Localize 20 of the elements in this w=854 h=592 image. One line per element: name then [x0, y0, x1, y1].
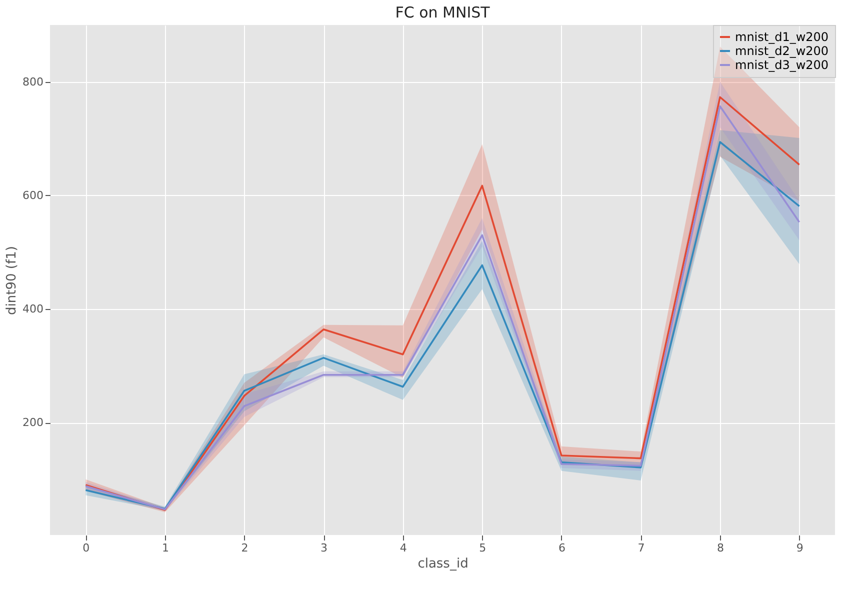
x-tick-label: 8 — [717, 542, 724, 554]
x-tick-label: 0 — [82, 542, 90, 554]
legend-label: mnist_d3_w200 — [735, 58, 829, 72]
x-tick-label: 6 — [558, 542, 566, 554]
x-axis-title: class_id — [418, 556, 468, 572]
y-tick-label: 200 — [22, 416, 44, 430]
legend-label: mnist_d2_w200 — [735, 44, 829, 58]
y-axis-title: dint90 (f1) — [4, 246, 20, 315]
y-tick-label: 400 — [22, 302, 44, 316]
chart-title: FC on MNIST — [395, 4, 491, 22]
x-tick-label: 2 — [241, 542, 248, 554]
y-tick-label: 800 — [22, 75, 44, 88]
x-tick-label: 5 — [479, 542, 486, 554]
x-tick-label: 1 — [162, 542, 169, 554]
y-tick-label: 600 — [22, 188, 44, 202]
x-tick-label: 7 — [638, 542, 645, 554]
x-tick-label: 4 — [400, 542, 407, 554]
x-tick-label: 3 — [320, 542, 328, 554]
legend-label: mnist_d1_w200 — [735, 30, 829, 44]
x-tick-label: 9 — [796, 542, 804, 554]
